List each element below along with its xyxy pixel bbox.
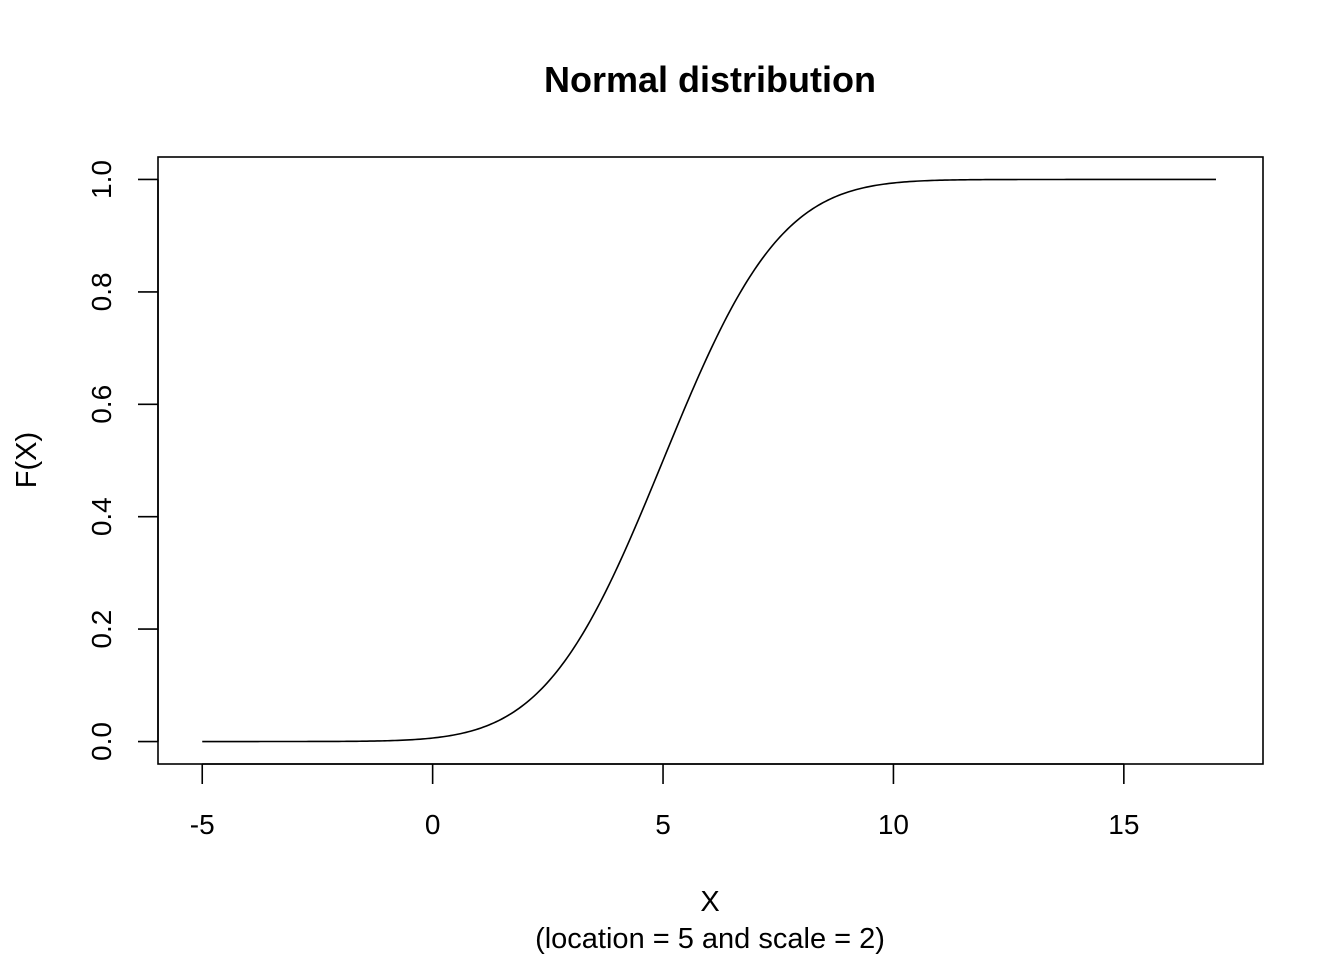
x-tick-label: 10	[878, 809, 909, 840]
x-tick-label: 15	[1108, 809, 1139, 840]
y-tick-label: 1.0	[86, 160, 117, 199]
x-axis: -5 0 5 10 15	[190, 763, 1139, 840]
x-axis-sublabel: (location = 5 and scale = 2)	[535, 923, 885, 955]
y-tick-label: 0.0	[86, 722, 117, 761]
x-tick-label: -5	[190, 809, 215, 840]
x-tick-label: 5	[655, 809, 671, 840]
y-axis-label: F(X)	[11, 432, 43, 488]
x-tick-label: 0	[425, 809, 441, 840]
y-tick-label: 0.4	[86, 497, 117, 536]
chart-title: Normal distribution	[544, 59, 876, 100]
cdf-curve-line	[202, 178, 1216, 743]
x-axis-label: X	[700, 886, 719, 918]
y-tick-label: 0.8	[86, 272, 117, 311]
plot-frame	[157, 156, 1264, 765]
y-tick-label: 0.2	[86, 610, 117, 649]
y-axis: 0.0 0.2 0.4 0.6 0.8 1.0	[86, 160, 159, 761]
y-tick-label: 0.6	[86, 385, 117, 424]
